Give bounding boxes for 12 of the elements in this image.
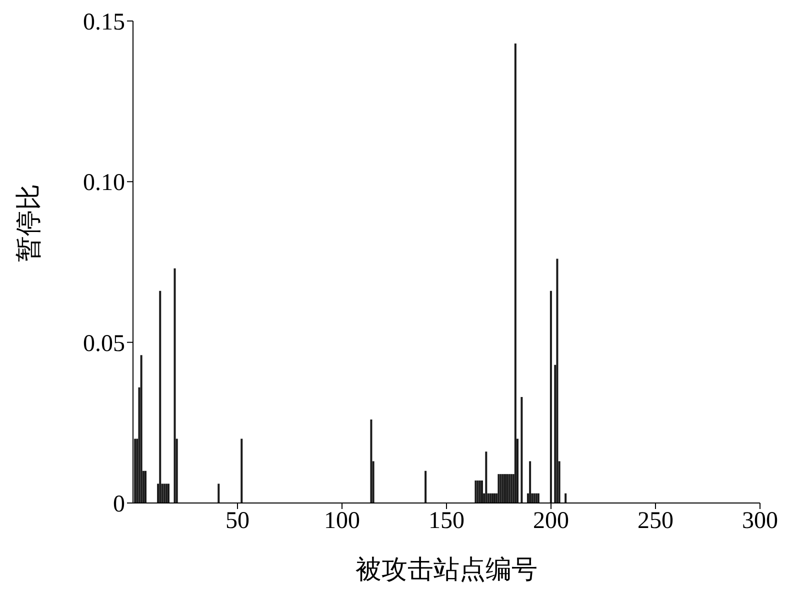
y-axis-title: 暂停比 [14, 184, 44, 262]
x-tick-label: 250 [638, 508, 674, 534]
y-tick-label: 0.05 [83, 330, 125, 357]
x-axis-title: 被攻击站点编号 [356, 555, 538, 584]
y-tick-label: 0.10 [83, 170, 125, 196]
y-tick-label: 0.15 [83, 10, 125, 36]
y-tick-label: 0 [113, 492, 125, 518]
x-tick-label: 200 [533, 508, 569, 534]
x-tick-label: 300 [742, 508, 778, 534]
x-tick-label: 150 [428, 508, 464, 534]
x-tick-label: 100 [324, 508, 360, 534]
x-tick-label: 50 [226, 508, 250, 534]
